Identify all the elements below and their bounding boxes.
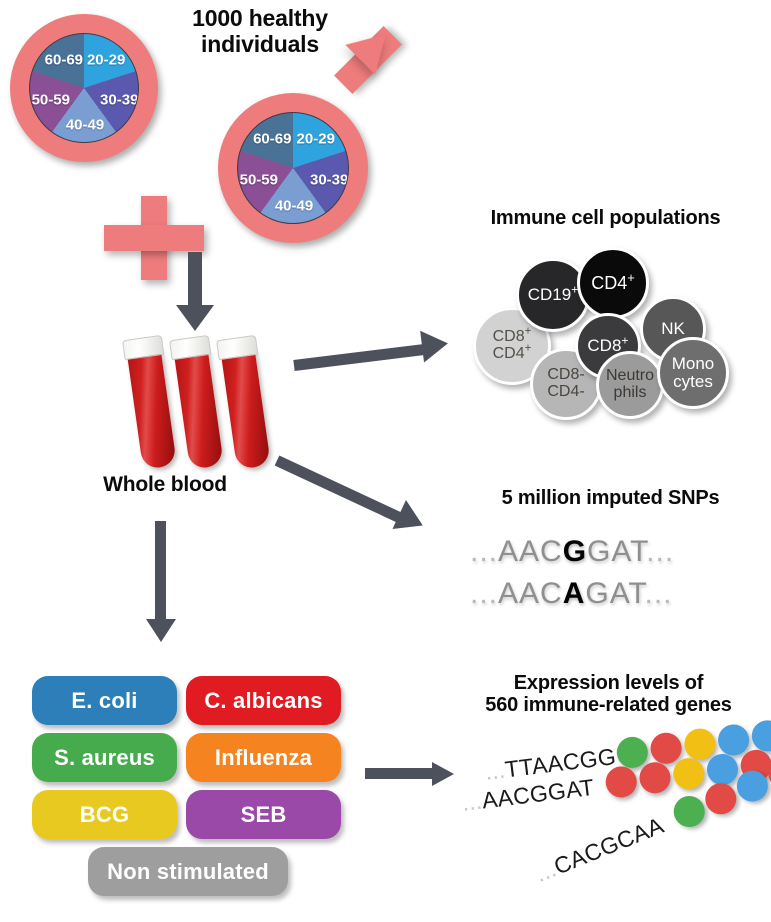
- rna-bead: [637, 760, 673, 796]
- immune-cell-bubble: CD19+: [516, 258, 590, 332]
- age-group-label-30-39: 30-39: [100, 91, 139, 109]
- rna-sequence-text: ...CACGCAA: [531, 811, 668, 887]
- stimulus-button[interactable]: SEB: [186, 790, 341, 839]
- age-group-label-50-59: 50-59: [31, 91, 70, 109]
- stimulus-button[interactable]: BCG: [32, 790, 177, 839]
- blood-tube-body: [173, 348, 224, 470]
- arrow-head: [392, 500, 430, 540]
- page-title-line2: individuals: [201, 30, 319, 57]
- stimulus-button[interactable]: Influenza: [186, 733, 341, 782]
- expression-title-line2: 560 immune-related genes: [485, 694, 732, 717]
- age-group-label-20-29: 20-29: [296, 130, 335, 148]
- arrow-shaft: [365, 768, 437, 779]
- stimulus-button[interactable]: Non stimulated: [88, 847, 288, 896]
- rna-sequence-text: ...AACGGAT: [460, 773, 596, 816]
- arrow-shaft: [188, 252, 202, 310]
- expression-title-line1: Expression levels of: [513, 672, 704, 694]
- arrow-shaft: [155, 521, 166, 623]
- age-group-label-30-39: 30-39: [310, 171, 349, 189]
- arrow-head: [146, 619, 176, 642]
- snps-section-title: 5 million imputed SNPs: [501, 487, 720, 509]
- page-title: 1000 healthy individuals: [150, 5, 370, 58]
- arrow-shaft: [293, 342, 434, 371]
- age-group-label-20-29: 20-29: [86, 51, 126, 69]
- arrow-head: [432, 762, 454, 786]
- rna-bead: [669, 791, 710, 832]
- blood-tube-body: [126, 348, 177, 470]
- arrow-head: [176, 305, 214, 331]
- blood-tube-body: [220, 348, 271, 470]
- arrow-head: [420, 327, 450, 363]
- rna-bead: [671, 756, 707, 791]
- age-pie-chart-female: 20-29 30-39 40-49 50-59 60-69: [29, 33, 139, 143]
- age-group-label-60-69: 60-69: [44, 51, 84, 69]
- arrow-shaft: [274, 455, 411, 527]
- age-group-label-40-49: 40-49: [65, 116, 105, 134]
- expression-section-title: Expression levels of 560 immune-related …: [446, 672, 771, 717]
- snp-sequence-row: ...AACAGAT...: [470, 577, 673, 610]
- immune-cell-bubble: Neutro phils: [596, 351, 664, 419]
- page-title-line1: 1000 healthy: [192, 5, 328, 31]
- immune-cell-bubble: CD4+: [577, 247, 649, 319]
- rna-bead: [603, 764, 639, 800]
- age-group-label-50-59: 50-59: [239, 171, 278, 189]
- whole-blood-label: Whole blood: [103, 473, 227, 496]
- stimulus-button[interactable]: C. albicans: [186, 676, 341, 725]
- stimulus-button[interactable]: S. aureus: [32, 733, 177, 782]
- age-group-label-40-49: 40-49: [274, 197, 314, 215]
- immune-cell-bubble: CD8- CD4-: [530, 348, 602, 420]
- stimulus-button[interactable]: E. coli: [32, 676, 177, 725]
- immune-cell-bubble: Mono cytes: [657, 337, 729, 409]
- immune-section-title: Immune cell populations: [490, 207, 721, 229]
- age-pie-chart-male: 20-29 30-39 40-49 50-59 60-69: [237, 112, 349, 224]
- snp-sequences: ...AACGGAT... ...AACAGAT...: [470, 535, 750, 625]
- age-group-label-60-69: 60-69: [253, 130, 292, 148]
- female-symbol-crossbar: [104, 225, 204, 251]
- snp-sequence-row: ...AACGGAT...: [470, 535, 675, 568]
